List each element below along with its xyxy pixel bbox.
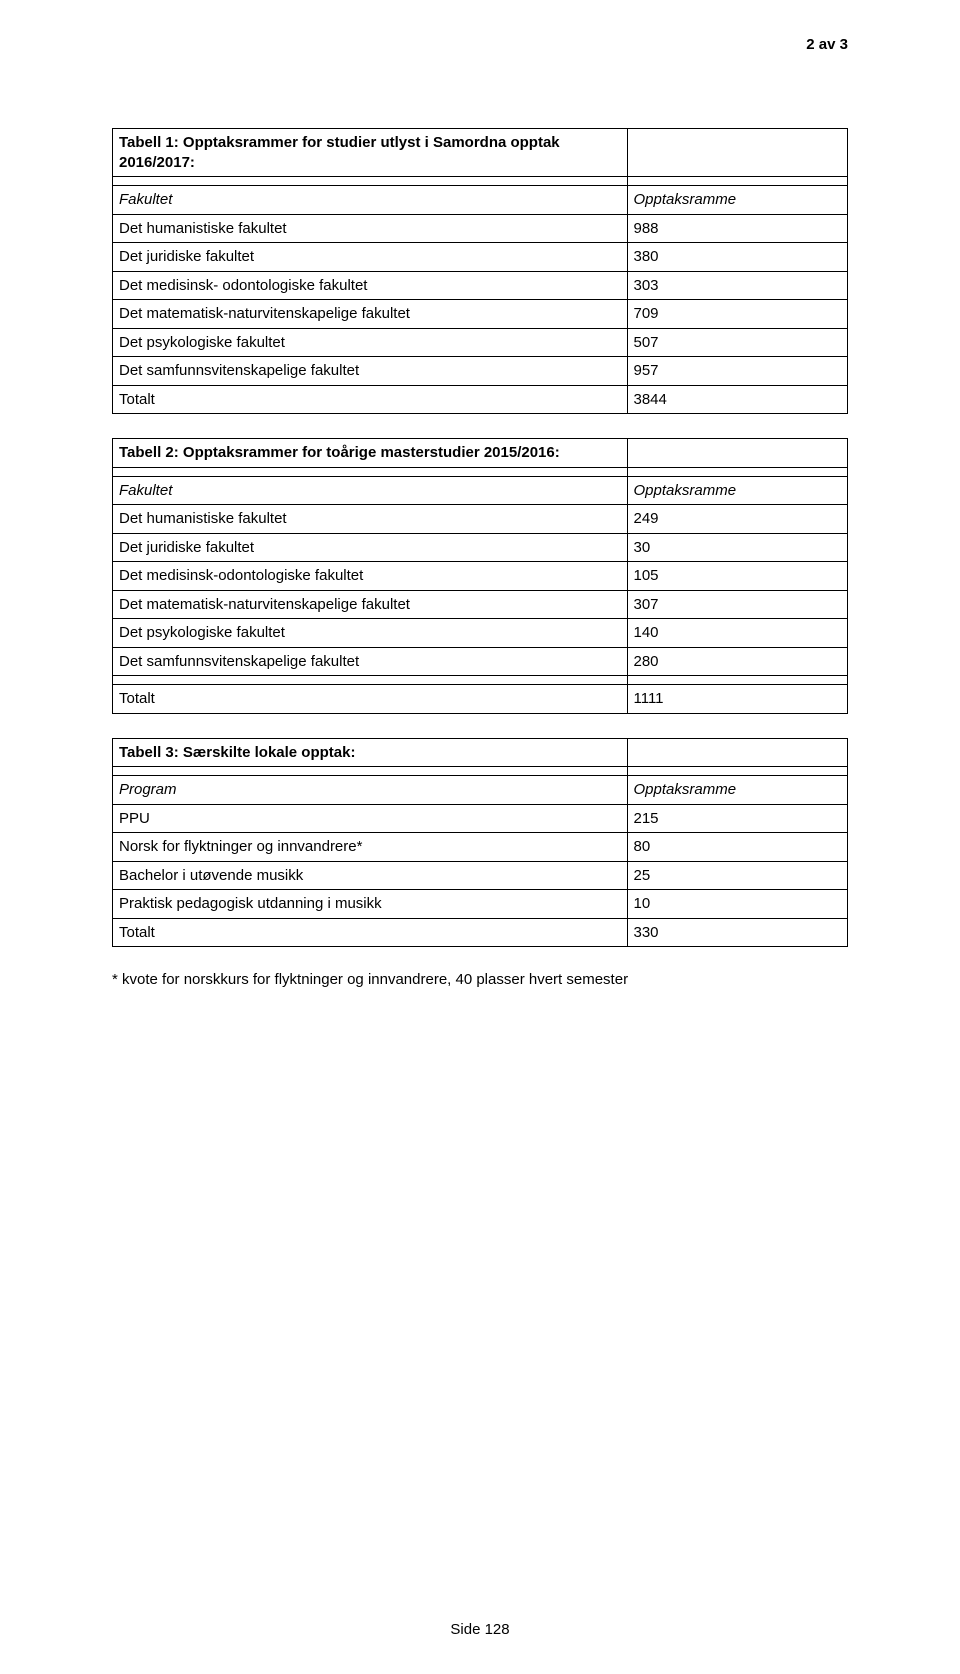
table-title: Tabell 3: Særskilte lokale opptak: [113, 738, 628, 767]
row-value: 80 [627, 833, 848, 862]
total-value: 1111 [627, 685, 848, 714]
row-label: Det humanistiske fakultet [113, 505, 628, 534]
table-row: Fakultet Opptaksramme [113, 186, 848, 215]
table-row: Det humanistiske fakultet 249 [113, 505, 848, 534]
row-value: 303 [627, 271, 848, 300]
table-row: Totalt 1111 [113, 685, 848, 714]
table-row: Det psykologiske fakultet 140 [113, 619, 848, 648]
row-label: Det matematisk-naturvitenskapelige fakul… [113, 590, 628, 619]
row-label: Praktisk pedagogisk utdanning i musikk [113, 890, 628, 919]
row-value: 307 [627, 590, 848, 619]
row-value: 25 [627, 861, 848, 890]
header-left: Program [113, 776, 628, 805]
table-row: Det juridiske fakultet 380 [113, 243, 848, 272]
total-value: 3844 [627, 385, 848, 414]
cell-empty [627, 177, 848, 186]
cell-empty [113, 177, 628, 186]
row-value: 10 [627, 890, 848, 919]
total-value: 330 [627, 918, 848, 947]
row-label: Det juridiske fakultet [113, 533, 628, 562]
total-label: Totalt [113, 685, 628, 714]
table-row: Tabell 2: Opptaksrammer for toårige mast… [113, 439, 848, 468]
row-value: 988 [627, 214, 848, 243]
total-label: Totalt [113, 385, 628, 414]
header-left: Fakultet [113, 476, 628, 505]
table-row: Totalt 330 [113, 918, 848, 947]
row-value: 140 [627, 619, 848, 648]
row-value: 709 [627, 300, 848, 329]
table-row: Det medisinsk-odontologiske fakultet 105 [113, 562, 848, 591]
row-label: Det matematisk-naturvitenskapelige fakul… [113, 300, 628, 329]
row-label: Norsk for flyktninger og innvandrere* [113, 833, 628, 862]
table-row: Praktisk pedagogisk utdanning i musikk 1… [113, 890, 848, 919]
row-value: 380 [627, 243, 848, 272]
table-1: Tabell 1: Opptaksrammer for studier utly… [112, 128, 848, 414]
row-value: 280 [627, 647, 848, 676]
cell-empty [627, 439, 848, 468]
row-label: Det samfunnsvitenskapelige fakultet [113, 647, 628, 676]
table-row: Tabell 3: Særskilte lokale opptak: [113, 738, 848, 767]
page: 2 av 3 Tabell 1: Opptaksrammer for studi… [0, 0, 960, 1674]
row-label: PPU [113, 804, 628, 833]
page-number: 2 av 3 [806, 36, 848, 53]
cell-empty [113, 676, 628, 685]
row-label: Det juridiske fakultet [113, 243, 628, 272]
row-label: Det medisinsk- odontologiske fakultet [113, 271, 628, 300]
table-row: Bachelor i utøvende musikk 25 [113, 861, 848, 890]
cell-empty [627, 738, 848, 767]
header-right: Opptaksramme [627, 776, 848, 805]
total-label: Totalt [113, 918, 628, 947]
row-label: Det medisinsk-odontologiske fakultet [113, 562, 628, 591]
row-label: Det psykologiske fakultet [113, 328, 628, 357]
table-row [113, 767, 848, 776]
table-row: PPU 215 [113, 804, 848, 833]
table-row: Fakultet Opptaksramme [113, 476, 848, 505]
row-value: 507 [627, 328, 848, 357]
table-row [113, 676, 848, 685]
cell-empty [627, 767, 848, 776]
row-label: Bachelor i utøvende musikk [113, 861, 628, 890]
row-value: 105 [627, 562, 848, 591]
table-3: Tabell 3: Særskilte lokale opptak: Progr… [112, 738, 848, 948]
content: Tabell 1: Opptaksrammer for studier utly… [112, 128, 848, 988]
table-2: Tabell 2: Opptaksrammer for toårige mast… [112, 438, 848, 714]
cell-empty [627, 467, 848, 476]
table-row: Det samfunnsvitenskapelige fakultet 280 [113, 647, 848, 676]
row-label: Det psykologiske fakultet [113, 619, 628, 648]
table-row: Totalt 3844 [113, 385, 848, 414]
footnote: * kvote for norskkurs for flyktninger og… [112, 971, 848, 988]
row-label: Det samfunnsvitenskapelige fakultet [113, 357, 628, 386]
table-row: Det medisinsk- odontologiske fakultet 30… [113, 271, 848, 300]
table-row: Det juridiske fakultet 30 [113, 533, 848, 562]
table-row: Norsk for flyktninger og innvandrere* 80 [113, 833, 848, 862]
cell-empty [627, 129, 848, 177]
row-value: 215 [627, 804, 848, 833]
row-value: 30 [627, 533, 848, 562]
table-row: Det samfunnsvitenskapelige fakultet 957 [113, 357, 848, 386]
table-title: Tabell 2: Opptaksrammer for toårige mast… [113, 439, 628, 468]
cell-empty [113, 467, 628, 476]
table-row: Program Opptaksramme [113, 776, 848, 805]
side-number: Side 128 [0, 1621, 960, 1638]
row-value: 957 [627, 357, 848, 386]
table-row [113, 177, 848, 186]
table-title: Tabell 1: Opptaksrammer for studier utly… [113, 129, 628, 177]
header-right: Opptaksramme [627, 186, 848, 215]
row-value: 249 [627, 505, 848, 534]
table-row: Tabell 1: Opptaksrammer for studier utly… [113, 129, 848, 177]
cell-empty [627, 676, 848, 685]
table-row: Det matematisk-naturvitenskapelige fakul… [113, 300, 848, 329]
row-label: Det humanistiske fakultet [113, 214, 628, 243]
header-left: Fakultet [113, 186, 628, 215]
header-right: Opptaksramme [627, 476, 848, 505]
table-row: Det matematisk-naturvitenskapelige fakul… [113, 590, 848, 619]
table-row: Det psykologiske fakultet 507 [113, 328, 848, 357]
table-row [113, 467, 848, 476]
table-row: Det humanistiske fakultet 988 [113, 214, 848, 243]
cell-empty [113, 767, 628, 776]
